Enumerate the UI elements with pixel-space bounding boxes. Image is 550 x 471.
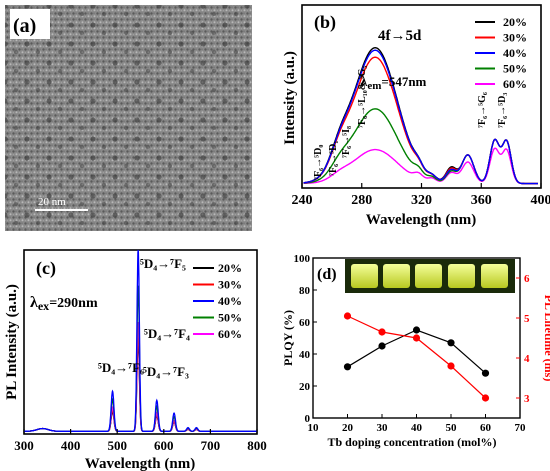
- x-tick-label: 280: [351, 193, 372, 208]
- series-line-40pct: [24, 249, 257, 432]
- data-point-lifetime: [343, 312, 352, 320]
- panel-b-x-ticks: 240 280 320 360 400: [292, 183, 550, 208]
- transition-label: ⁵D₄→⁷F₆: [98, 360, 144, 375]
- x-tick-label: 500: [107, 438, 127, 453]
- y2-tick-label: 5: [524, 313, 530, 325]
- panel-d-xlabel: Tb doping concentration (mol%): [327, 435, 496, 449]
- series-line-60pct: [303, 147, 538, 185]
- panel-c-legend: 20% 30% 40% 50% 60%: [193, 261, 242, 341]
- x-tick-label: 800: [247, 438, 267, 453]
- y2-tick-label: 3: [524, 393, 530, 405]
- panel-a: (a) 20 nm: [5, 5, 252, 231]
- y-tick-label: 40: [299, 349, 311, 361]
- panel-b-ylabel: Intensity (a.u.): [282, 51, 298, 145]
- panel-d: 10 20 30 40 50 60 70 0 20 40 60 80 100 3 4 5 6 (d) Tb do…: [281, 253, 550, 449]
- y-tick-label: 80: [299, 285, 311, 297]
- legend-label: 20%: [503, 15, 527, 29]
- x-tick-label: 600: [154, 438, 174, 453]
- panel-b-tag: (b): [314, 12, 336, 33]
- transition-label: ⁵D₄→⁷F₄: [144, 326, 190, 341]
- panel-b-transitions: ⁷F₆→⁵D₀ ⁷F₆→⁵D₁ ⁷F₆→⁵I₈ ⁷F₆→⁵L₁₀& ⁵G₅ ⁷F₆→⁵G…: [313, 66, 508, 180]
- x-tick-label: 300: [14, 438, 34, 453]
- transition-label: ⁷F₆→⁵D₁: [328, 141, 339, 176]
- x-tick-label: 320: [411, 193, 432, 208]
- panel-c-transitions: ⁵D₄→⁷F₆ ⁵D₄→⁷F₅ ⁵D₄→⁷F₄ ⁵D₄→⁷F₃: [98, 256, 190, 379]
- x-tick-label: 60: [480, 422, 492, 434]
- x-tick-label: 40: [411, 422, 423, 434]
- x-tick-label: 360: [471, 193, 492, 208]
- legend-label: 20%: [218, 261, 242, 275]
- panel-c-lambda: λex=290nm: [30, 294, 98, 313]
- x-tick-label: 70: [515, 422, 527, 434]
- transition-label: ⁷F₆→⁵D₀: [313, 145, 324, 180]
- panel-b-annotation: 4f→5d: [378, 28, 422, 44]
- data-point-lifetime: [412, 334, 421, 342]
- x-tick-label: 10: [308, 422, 320, 434]
- panel-b-legend: 20% 30%40% 50%60%: [475, 15, 527, 91]
- y-tick-label: 0: [305, 413, 311, 425]
- transition-label: ⁷F₆→⁵I₈: [341, 126, 352, 158]
- y-tick-label: 20: [299, 381, 311, 393]
- panel-c-curves: [24, 249, 257, 432]
- panel-b-curves: [303, 46, 538, 185]
- legend-label: 60%: [218, 327, 242, 341]
- y-tick-label: 100: [294, 253, 311, 265]
- transition-label: ⁷F₆→⁵L₁₀& ⁵G₅: [357, 66, 368, 128]
- x-tick-label: 240: [292, 193, 313, 208]
- data-point-lifetime: [447, 362, 455, 370]
- panel-c-tag: (c): [36, 258, 56, 279]
- panel-c-frame: [23, 249, 258, 435]
- data-point-plqy: [481, 369, 490, 377]
- legend-label: 40%: [218, 294, 242, 308]
- panel-a-tag-bg: [10, 9, 50, 39]
- data-point-plqy: [378, 342, 386, 350]
- legend-label: 60%: [503, 77, 527, 91]
- transition-label: ⁵D₄→⁷F₅: [140, 256, 186, 271]
- data-point-plqy: [447, 339, 455, 347]
- data-point-plqy: [412, 326, 421, 334]
- series-line-40pct: [303, 49, 538, 185]
- panel-d-marks: [343, 312, 490, 402]
- x-tick-label: 700: [201, 438, 221, 453]
- panel-d-ylabel: PLQY (%): [281, 310, 295, 366]
- x-tick-label: 50: [446, 422, 458, 434]
- panel-c-x-ticks: 300 400 500 600 700 800: [14, 429, 267, 453]
- data-point-plqy: [343, 363, 352, 371]
- x-tick-label: 400: [531, 193, 550, 208]
- x-tick-label: 20: [342, 422, 354, 434]
- legend-label: 30%: [503, 31, 527, 45]
- panel-c-ylabel: PL Intensity (a.u.): [4, 284, 20, 400]
- transition-label: ⁷F₆→⁵D₃: [497, 93, 508, 128]
- y2-tick-label: 4: [524, 353, 530, 365]
- x-tick-label: 30: [377, 422, 389, 434]
- panel-d-tag: (d): [317, 266, 337, 283]
- x-tick-label: 400: [61, 438, 81, 453]
- panel-b: 240 280 320 360 400 (b) 4f→5d λem=547nm 20% 3…: [282, 4, 550, 228]
- transition-label: ⁵D₄→⁷F₃: [143, 364, 189, 379]
- data-point-lifetime: [481, 394, 490, 402]
- legend-label: 50%: [218, 311, 242, 325]
- tem-particles: [5, 5, 252, 231]
- panel-b-xlabel: Wavelength (nm): [366, 212, 476, 228]
- panel-c-xlabel: Wavelength (nm): [85, 456, 195, 471]
- data-point-lifetime: [378, 328, 386, 336]
- legend-label: 50%: [503, 62, 527, 76]
- panel-c: 300 400 500 600 700 800 (c) λex=290nm 20% 30% 4…: [4, 249, 267, 471]
- scale-bar-label: 20 nm: [38, 196, 66, 208]
- transition-label: ⁷F₆→⁵G₆: [477, 92, 488, 128]
- legend-label: 30%: [218, 278, 242, 292]
- panel-d-axes: 10 20 30 40 50 60 70 0 20 40 60 80 100 3 4 5 6: [294, 253, 531, 434]
- y2-tick-label: 6: [524, 273, 530, 285]
- sample-photo: [345, 259, 515, 293]
- scale-bar: [35, 209, 88, 211]
- panel-a-tag: (a): [13, 15, 36, 37]
- panel-d-y2label: PL Lifetime (ms): [542, 295, 550, 382]
- panel-b-lambda: λem=547nm: [360, 74, 427, 92]
- y-tick-label: 60: [299, 317, 311, 329]
- legend-label: 40%: [503, 46, 527, 60]
